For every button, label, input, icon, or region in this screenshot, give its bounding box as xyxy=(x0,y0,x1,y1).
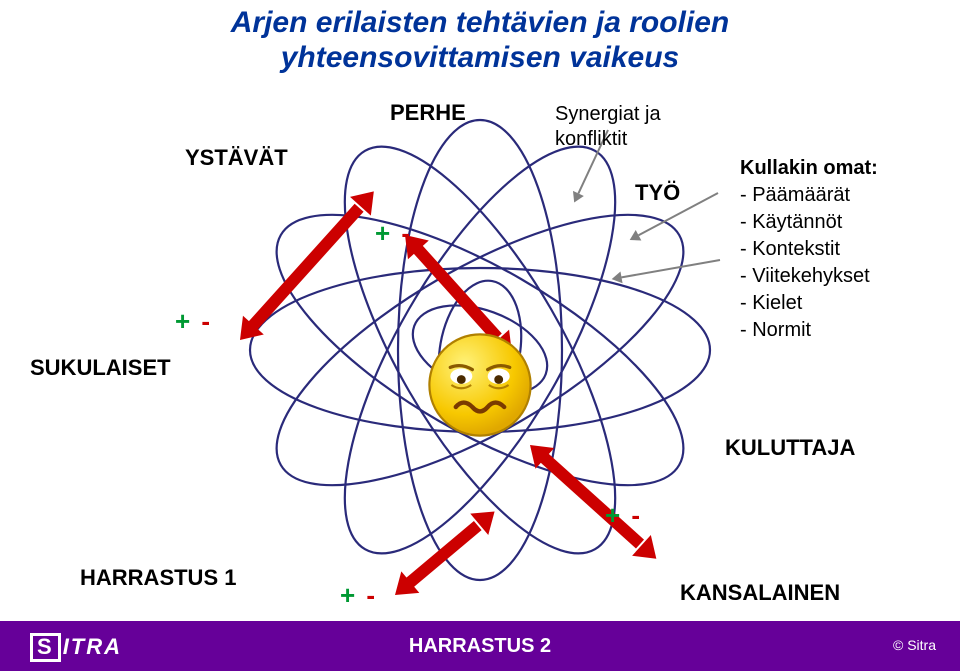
plus-icon: + xyxy=(375,218,392,248)
attributes-list: Kullakin omat: - Päämäärät - Käytännöt -… xyxy=(740,155,878,344)
label-synergiat-1: Synergiat ja xyxy=(555,103,661,126)
diagram-stage: Arjen erilaisten tehtävien ja roolien yh… xyxy=(0,0,960,671)
plus-icon: + xyxy=(175,306,192,336)
plus-minus-4: + - xyxy=(340,580,377,611)
red-arrow-4 xyxy=(395,511,495,595)
list-item: - Viitekehykset xyxy=(740,263,878,290)
minus-icon: - xyxy=(631,500,642,530)
minus-icon: - xyxy=(201,306,212,336)
plus-icon: + xyxy=(340,580,357,610)
label-kuluttaja: KULUTTAJA xyxy=(725,435,855,461)
list-item: - Käytännöt xyxy=(740,209,878,236)
label-sukulaiset: SUKULAISET xyxy=(30,355,171,381)
tired-face-icon xyxy=(425,330,535,440)
label-kansalainen: KANSALAINEN xyxy=(680,580,840,606)
list-heading: Kullakin omat: xyxy=(740,155,878,182)
title-line-2: yhteensovittamisen vaikeus xyxy=(281,41,680,74)
label-perhe: PERHE xyxy=(390,100,466,126)
plus-icon: + xyxy=(605,500,622,530)
label-ystavat: YSTÄVÄT xyxy=(185,145,288,171)
title-line-1: Arjen erilaisten tehtävien ja roolien xyxy=(231,6,730,39)
footer-bar: SITRA HARRASTUS 2 © Sitra xyxy=(0,621,960,671)
list-item: - Normit xyxy=(740,317,878,344)
red-arrow-1 xyxy=(240,191,374,340)
label-synergiat-2: konfliktit xyxy=(555,128,627,151)
minus-icon: - xyxy=(401,218,412,248)
label-harrastus1: HARRASTUS 1 xyxy=(80,565,236,591)
copyright: © Sitra xyxy=(893,637,936,653)
plus-minus-3: + - xyxy=(605,500,642,531)
list-item: - Kontekstit xyxy=(740,236,878,263)
plus-minus-1: + - xyxy=(175,306,212,337)
label-harrastus2: HARRASTUS 2 xyxy=(0,635,960,658)
label-tyo: TYÖ xyxy=(635,180,680,206)
list-item: - Kielet xyxy=(740,290,878,317)
minus-icon: - xyxy=(366,580,377,610)
grey-arrow-3 xyxy=(612,260,720,279)
list-item: - Päämäärät xyxy=(740,182,878,209)
page-title: Arjen erilaisten tehtävien ja roolien yh… xyxy=(0,6,960,75)
plus-minus-2: + - xyxy=(375,218,412,249)
